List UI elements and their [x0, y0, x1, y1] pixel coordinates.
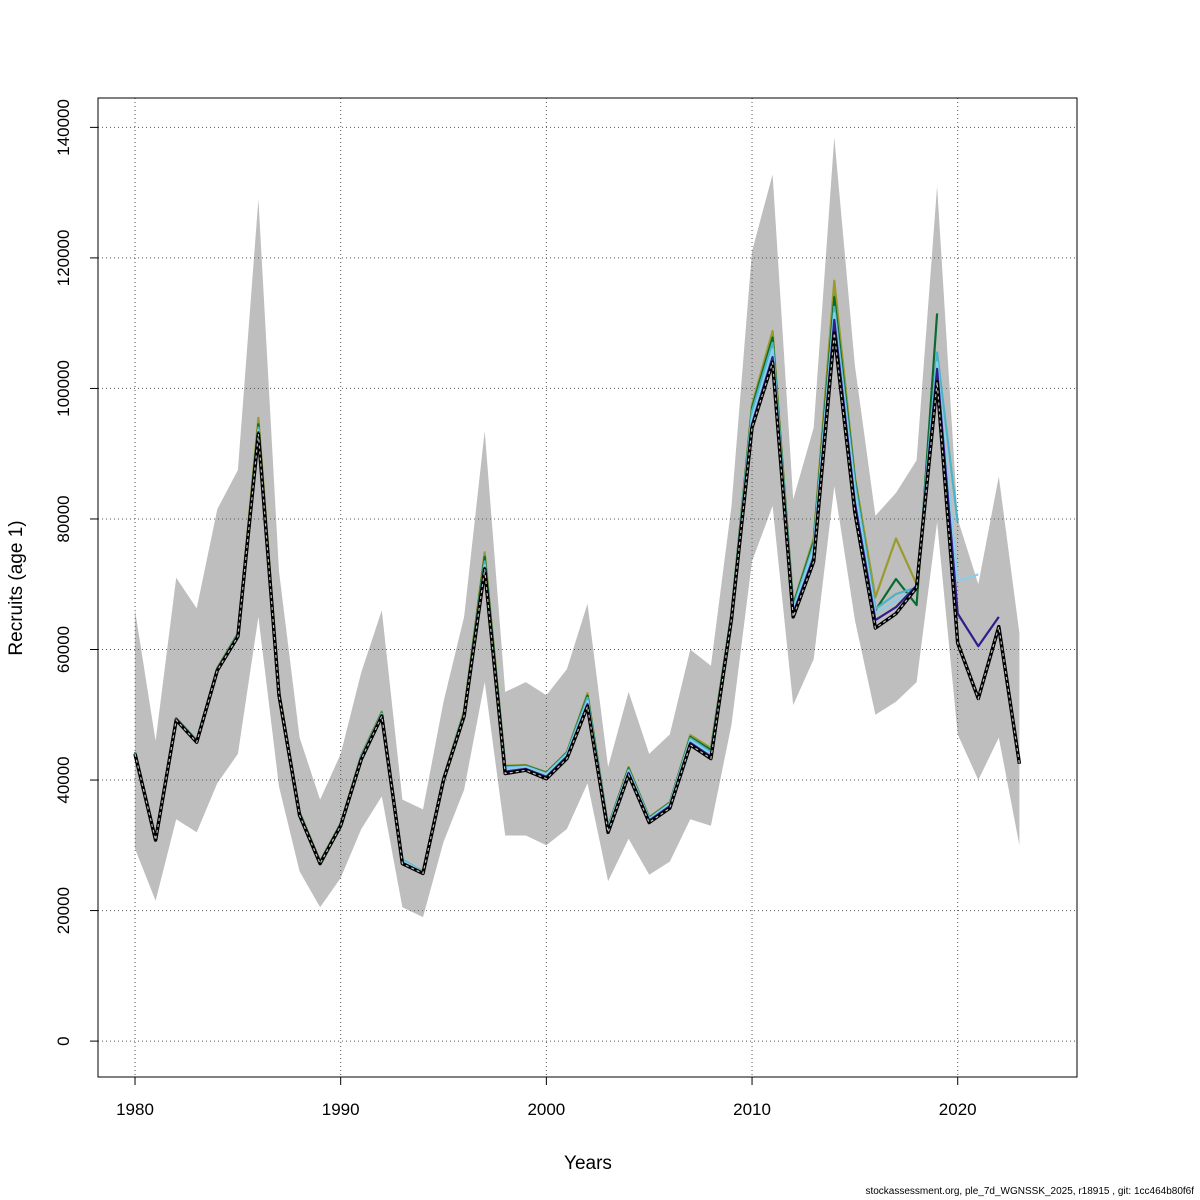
- y-tick-label: 0: [54, 1036, 73, 1045]
- x-tick-label: 2000: [527, 1100, 565, 1119]
- y-axis: 0 20000 40000 60000 80000 100000 120000 140000: [54, 99, 99, 1046]
- y-tick-label: 80000: [54, 495, 73, 542]
- x-axis: 1980 1990 2000 2010 2020: [116, 1076, 977, 1119]
- x-tick-label: 2020: [939, 1100, 977, 1119]
- y-tick-label: 20000: [54, 887, 73, 934]
- y-axis-title: Recruits (age 1): [6, 520, 27, 655]
- x-tick-label: 2010: [733, 1100, 771, 1119]
- y-tick-label: 120000: [54, 230, 73, 287]
- confidence-band: [135, 137, 1020, 918]
- series-layer: [133, 279, 1022, 876]
- footer-text: stockassessment.org, ple_7d_WGNSSK_2025,…: [865, 1186, 1194, 1197]
- y-tick-label: 40000: [54, 756, 73, 803]
- series-line-dash: [134, 332, 1020, 875]
- y-tick-label: 100000: [54, 360, 73, 417]
- y-tick-label: 60000: [54, 626, 73, 673]
- x-tick-label: 1990: [322, 1100, 360, 1119]
- confidence-band-layer: [135, 137, 1020, 918]
- x-axis-title: Years: [564, 1153, 612, 1174]
- x-tick-label: 1980: [116, 1100, 154, 1119]
- y-tick-label: 140000: [54, 99, 73, 156]
